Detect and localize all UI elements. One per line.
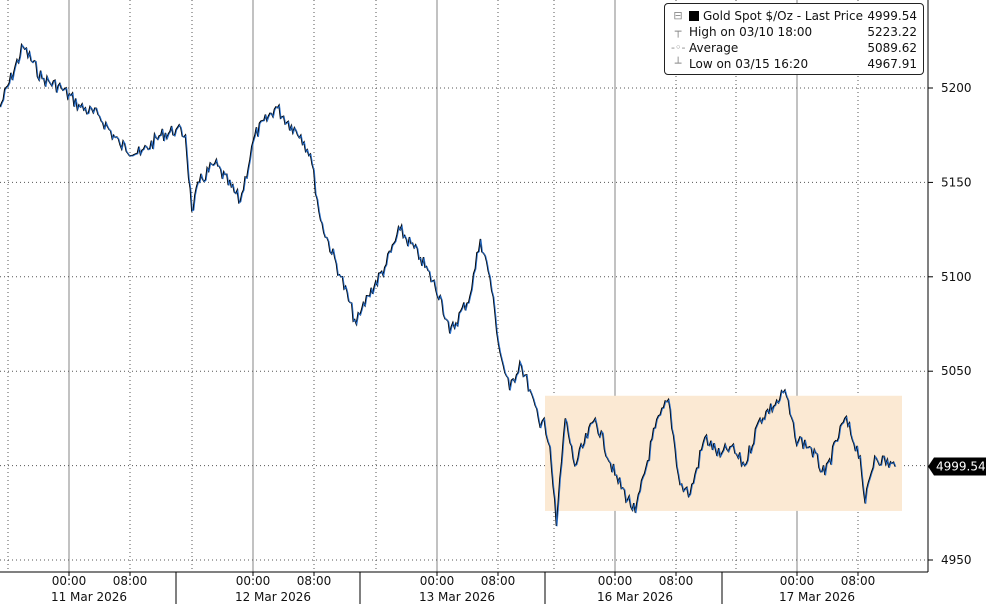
y-tick-label: 5150 bbox=[941, 175, 972, 189]
legend-label: Low on 03/15 16:20 bbox=[689, 57, 809, 71]
x-tick-label: 08:00 bbox=[659, 574, 694, 588]
black-square-icon bbox=[689, 11, 699, 21]
legend: ⊟ Gold Spot $/Oz - Last Price 4999.54 ┬ Hi… bbox=[664, 3, 924, 75]
x-tick-label: 08:00 bbox=[297, 574, 332, 588]
y-tick-label: 5050 bbox=[941, 364, 972, 378]
legend-entry-last-price: ⊟ Gold Spot $/Oz - Last Price 4999.54 bbox=[671, 8, 917, 24]
x-tick-label: 00:00 bbox=[420, 574, 455, 588]
legend-label: High on 03/10 18:00 bbox=[689, 25, 813, 39]
legend-entry-low: ┴ Low on 03/15 16:20 4967.91 bbox=[671, 56, 917, 72]
x-day-label: 16 Mar 2026 bbox=[597, 590, 673, 604]
legend-value: 5089.62 bbox=[867, 41, 917, 55]
x-tick-label: 08:00 bbox=[113, 574, 148, 588]
legend-label: Average bbox=[689, 41, 739, 55]
legend-value: 4999.54 bbox=[867, 9, 917, 23]
highlight-range-box bbox=[545, 395, 902, 511]
y-tick-label: 5200 bbox=[941, 81, 972, 95]
high-marker-icon: ┬ bbox=[674, 25, 682, 38]
x-day-label: 11 Mar 2026 bbox=[51, 590, 127, 604]
x-tick-label: 08:00 bbox=[481, 574, 516, 588]
low-marker-icon: ┴ bbox=[674, 57, 682, 70]
x-tick-label: 00:00 bbox=[236, 574, 271, 588]
x-tick-label: 08:00 bbox=[841, 574, 876, 588]
y-tick-label: 5100 bbox=[941, 270, 972, 284]
last-price-flag bbox=[928, 457, 986, 476]
legend-entry-average: -◦- Average 5089.62 bbox=[671, 40, 917, 56]
x-day-label: 13 Mar 2026 bbox=[419, 590, 495, 604]
x-tick-label: 00:00 bbox=[52, 574, 87, 588]
price-line-overlay bbox=[0, 43, 897, 527]
last-price-flag-label: 4999.54 bbox=[936, 459, 986, 473]
collapse-icon[interactable]: ⊟ bbox=[673, 9, 683, 22]
legend-value: 4967.91 bbox=[867, 57, 917, 71]
legend-label: Gold Spot $/Oz - Last Price bbox=[703, 9, 863, 23]
x-day-label: 17 Mar 2026 bbox=[779, 590, 855, 604]
x-tick-label: 00:00 bbox=[780, 574, 815, 588]
average-marker-icon: -◦- bbox=[671, 41, 686, 54]
x-day-label: 12 Mar 2026 bbox=[235, 590, 311, 604]
legend-entry-high: ┬ High on 03/10 18:00 5223.22 bbox=[671, 24, 917, 40]
legend-value: 5223.22 bbox=[867, 25, 917, 39]
y-tick-label: 4950 bbox=[941, 553, 972, 567]
price-series bbox=[0, 42, 897, 527]
x-tick-label: 00:00 bbox=[598, 574, 633, 588]
